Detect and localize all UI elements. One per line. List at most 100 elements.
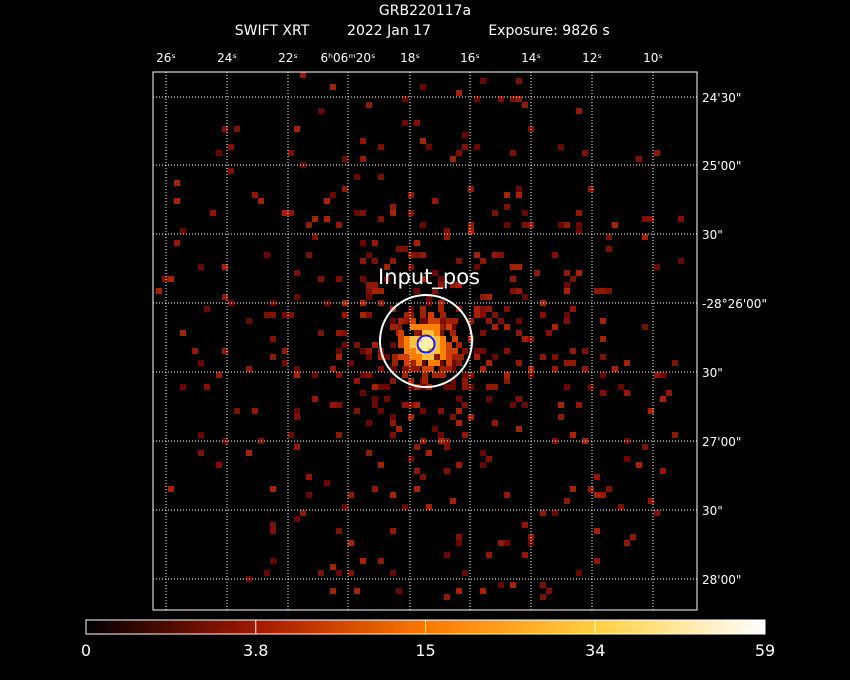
pixel bbox=[462, 372, 468, 378]
pixel bbox=[270, 522, 276, 528]
pixel bbox=[366, 420, 372, 426]
pixel bbox=[570, 486, 576, 492]
pixel bbox=[456, 150, 462, 156]
pixel bbox=[486, 294, 492, 300]
pixel bbox=[378, 558, 384, 564]
pixel bbox=[264, 252, 270, 258]
pixel bbox=[246, 318, 252, 324]
pixel bbox=[522, 336, 528, 342]
pixel bbox=[582, 150, 588, 156]
pixel bbox=[420, 360, 426, 366]
pixel bbox=[294, 294, 300, 300]
pixel bbox=[672, 360, 678, 366]
pixel bbox=[492, 354, 498, 360]
pixel bbox=[450, 360, 456, 366]
pixel bbox=[660, 396, 666, 402]
pixel bbox=[456, 408, 462, 414]
pixel bbox=[416, 324, 422, 330]
pixel bbox=[434, 372, 440, 378]
pixel bbox=[516, 396, 522, 402]
pixel bbox=[336, 348, 342, 354]
pixel bbox=[372, 486, 378, 492]
pixel bbox=[390, 528, 396, 534]
pixel bbox=[456, 90, 462, 96]
pixel bbox=[564, 312, 570, 318]
pixel bbox=[390, 258, 396, 264]
pixel bbox=[330, 588, 336, 594]
pixel bbox=[504, 378, 510, 384]
pixel bbox=[558, 402, 564, 408]
pixel bbox=[422, 336, 428, 342]
pixel bbox=[504, 492, 510, 498]
pixel bbox=[258, 198, 264, 204]
pixel bbox=[450, 366, 456, 372]
pixel bbox=[410, 348, 416, 354]
colorbar-label: 34 bbox=[585, 641, 605, 660]
pixel bbox=[408, 306, 414, 312]
pixel bbox=[390, 420, 396, 426]
pixel bbox=[434, 342, 440, 348]
pixel bbox=[222, 264, 228, 270]
pixel bbox=[414, 444, 420, 450]
pixel bbox=[360, 156, 366, 162]
pixel bbox=[468, 318, 474, 324]
dec-label: 28'00" bbox=[702, 573, 741, 587]
pixel bbox=[504, 204, 510, 210]
pixel bbox=[414, 468, 420, 474]
pixel bbox=[354, 210, 360, 216]
pixel bbox=[396, 426, 402, 432]
pixel bbox=[366, 282, 372, 288]
pixel bbox=[420, 474, 426, 480]
pixel bbox=[342, 186, 348, 192]
pixel bbox=[600, 390, 606, 396]
pixel bbox=[600, 318, 606, 324]
pixel bbox=[516, 78, 522, 84]
pixel bbox=[366, 252, 372, 258]
pixel bbox=[600, 288, 606, 294]
ra-label: 12ˢ bbox=[582, 51, 602, 65]
pixel bbox=[348, 540, 354, 546]
pixel bbox=[540, 312, 546, 318]
pixel bbox=[422, 348, 428, 354]
pixel bbox=[246, 366, 252, 372]
dec-label: 24'30" bbox=[702, 91, 741, 105]
pixel bbox=[378, 354, 384, 360]
pixel bbox=[504, 540, 510, 546]
pixel bbox=[446, 318, 452, 324]
pixel bbox=[318, 276, 324, 282]
dec-label: 30" bbox=[702, 366, 723, 380]
pixel bbox=[642, 216, 648, 222]
pixel bbox=[312, 216, 318, 222]
pixel bbox=[372, 240, 378, 246]
pixel bbox=[222, 126, 228, 132]
pixel bbox=[414, 240, 420, 246]
pixel bbox=[446, 366, 452, 372]
pixel bbox=[336, 330, 342, 336]
pixel bbox=[428, 342, 434, 348]
pixel bbox=[480, 330, 486, 336]
pixel bbox=[402, 318, 408, 324]
pixel bbox=[444, 444, 450, 450]
pixel bbox=[428, 324, 434, 330]
pixel bbox=[384, 276, 390, 282]
pixel bbox=[474, 306, 480, 312]
pixel bbox=[390, 366, 396, 372]
pixel bbox=[410, 324, 416, 330]
pixel bbox=[492, 384, 498, 390]
pixel bbox=[444, 228, 450, 234]
pixel bbox=[336, 402, 342, 408]
pixel bbox=[564, 222, 570, 228]
pixel bbox=[168, 486, 174, 492]
pixel bbox=[228, 144, 234, 150]
pixel bbox=[162, 276, 168, 282]
pixel bbox=[288, 312, 294, 318]
pixel bbox=[678, 216, 684, 222]
pixel bbox=[392, 360, 398, 366]
pixel bbox=[486, 360, 492, 366]
pixel bbox=[234, 126, 240, 132]
pixel bbox=[312, 234, 318, 240]
pixel bbox=[360, 558, 366, 564]
pixel bbox=[342, 156, 348, 162]
pixel bbox=[438, 324, 444, 330]
